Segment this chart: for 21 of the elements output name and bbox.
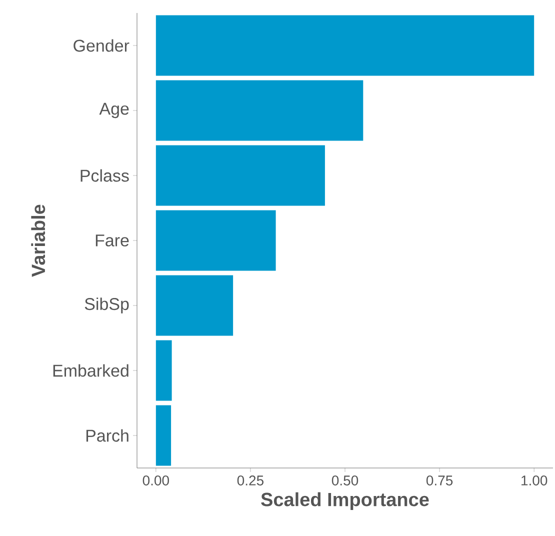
y-tick-label: SibSp: [84, 298, 129, 314]
y-tick-label: Gender: [74, 39, 130, 52]
y-axis-title: Variable: [31, 204, 46, 277]
x-tick-label: 1.00: [522, 476, 548, 486]
y-tick-label: Fare: [96, 234, 129, 246]
x-tick-label: 0.50: [332, 476, 358, 486]
y-tick-label: Embarked: [53, 364, 128, 377]
bar: [156, 210, 276, 271]
x-tick-label: 0.00: [142, 476, 169, 486]
bar: [156, 405, 172, 466]
y-tick-label: Pclass: [80, 169, 129, 182]
x-tick-label: 0.75: [426, 476, 453, 486]
bar: [156, 275, 234, 336]
x-tick-label: 0.25: [237, 476, 264, 486]
x-axis-title: Scaled Importance: [261, 492, 429, 510]
bar: [156, 145, 325, 206]
bar: [156, 15, 534, 76]
bar: [156, 80, 364, 141]
bar: [156, 340, 172, 401]
y-tick-label: Age: [99, 102, 129, 118]
y-tick-label: Parch: [86, 429, 128, 442]
